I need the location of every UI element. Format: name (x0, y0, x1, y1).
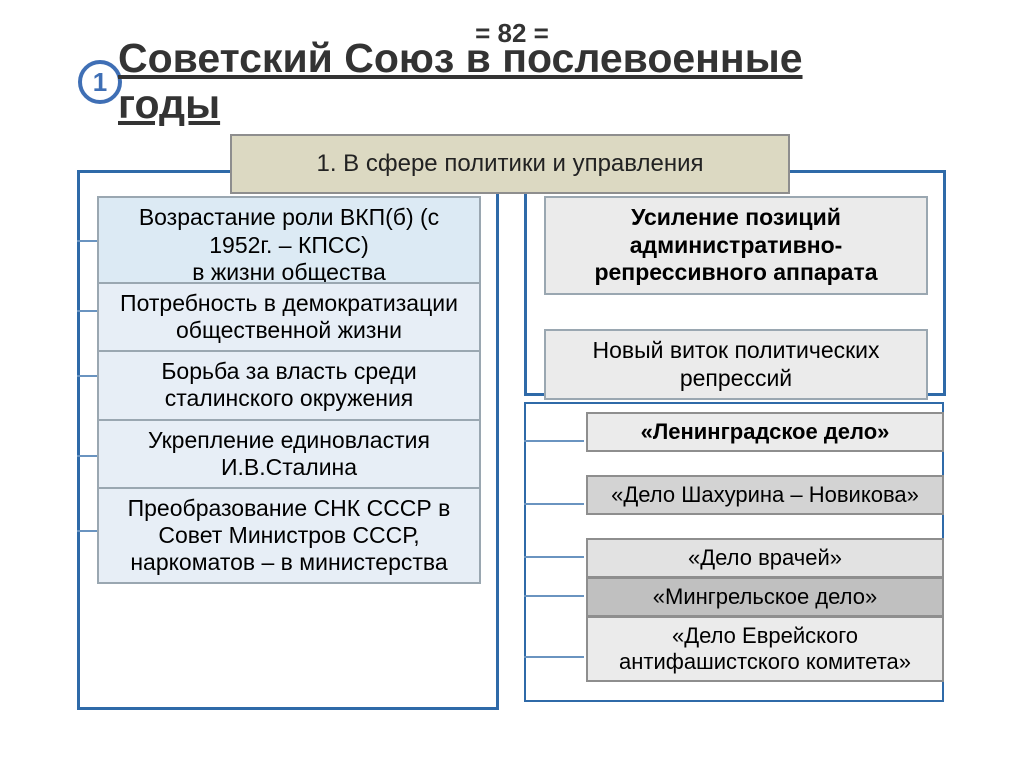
case-box: «Дело врачей» (586, 538, 944, 578)
left-header: Возрастание роли ВКП(б) (с 1952г. – КПСС… (97, 196, 481, 295)
section-badge: 1 (78, 60, 122, 104)
section-banner: 1. В сфере политики и управления (230, 134, 790, 194)
case-box: «Мингрельское дело» (586, 577, 944, 617)
right-connector (524, 595, 584, 597)
case-box: «Дело Шахурина – Новикова» (586, 475, 944, 515)
left-item: Борьба за власть среди сталинского окруж… (99, 350, 479, 418)
left-connector (77, 455, 97, 457)
left-item: Потребность в демократизации общественно… (99, 284, 479, 350)
right-sub: Новый виток политических репрессий (544, 329, 928, 400)
left-item-list: Потребность в демократизации общественно… (97, 282, 481, 584)
left-connector (77, 375, 97, 377)
left-item: Преобразование СНК СССР в Совет Министро… (99, 487, 479, 582)
left-connector (77, 530, 97, 532)
right-connector (524, 503, 584, 505)
right-connector (524, 656, 584, 658)
right-connector (524, 440, 584, 442)
right-header: Усиление позиций административно-репресс… (544, 196, 928, 295)
left-item: Укрепление единовластия И.В.Сталина (99, 419, 479, 487)
right-connector (524, 556, 584, 558)
page-title: Советский Союз в послевоенные годы (118, 36, 898, 128)
left-connector (77, 310, 97, 312)
case-box: «Дело Еврейского антифашистского комитет… (586, 616, 944, 682)
left-connector (77, 240, 97, 242)
case-box: «Ленинградское дело» (586, 412, 944, 452)
